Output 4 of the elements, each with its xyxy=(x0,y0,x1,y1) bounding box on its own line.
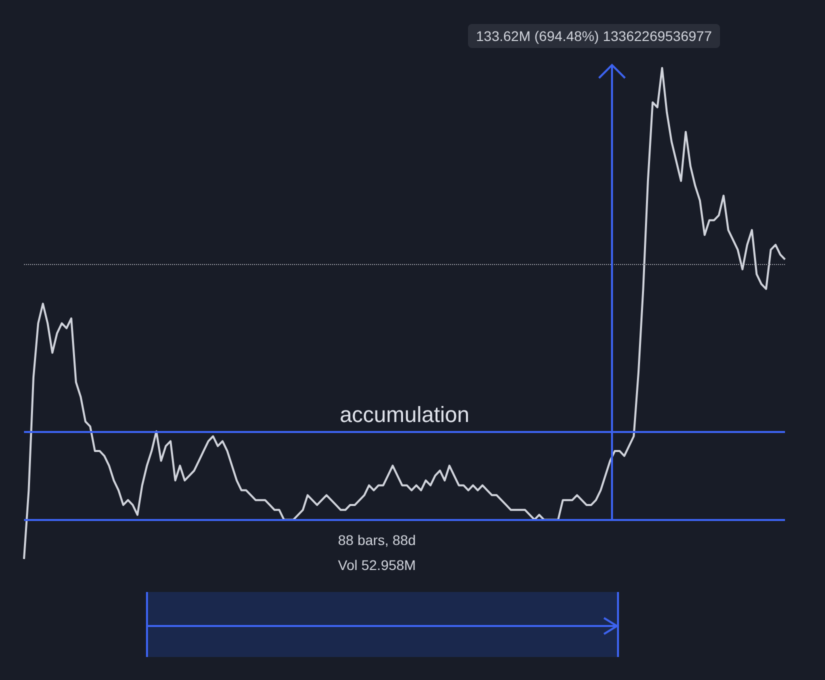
ref-line-label: accumulation xyxy=(340,402,470,427)
annotation: 88 bars, 88d xyxy=(338,532,416,548)
annotation: Vol 52.958M xyxy=(338,557,416,573)
text: 133.62M (694.48%) 13362269536977 xyxy=(468,24,720,48)
